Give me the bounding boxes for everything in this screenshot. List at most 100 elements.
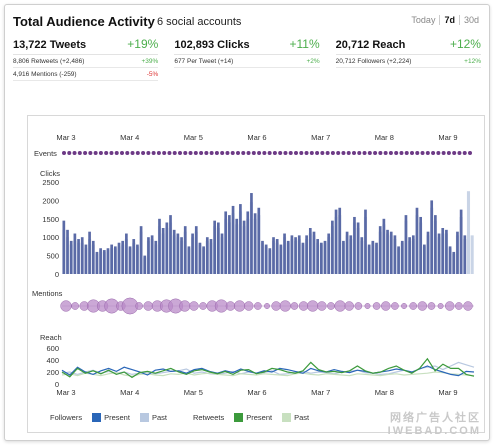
clicks-past-bar [466, 191, 471, 274]
clicks-present-bar [62, 220, 66, 274]
event-dot [225, 151, 230, 155]
clicks-present-bar [139, 226, 143, 274]
range-7d[interactable]: 7d [439, 15, 459, 25]
clicks-present-bar [305, 235, 308, 274]
clicks-present-bar [91, 240, 95, 274]
mention-bubble [417, 301, 428, 311]
clicks-present-bar [338, 207, 342, 274]
clicks-present-bar [172, 229, 176, 274]
event-dot [130, 151, 135, 155]
clicks-present-bar [165, 222, 169, 274]
time-range-selector: Today 7d 30d [407, 15, 483, 25]
clicks-present-bar [261, 240, 264, 274]
clicks-present-bar [463, 235, 467, 274]
mention-bubble [444, 301, 455, 311]
clicks-present-bar [220, 233, 224, 274]
x-tick-label-top: Mar 6 [247, 133, 266, 142]
clicks-present-bar [69, 240, 73, 274]
accounts-count: 6 social accounts [157, 16, 242, 28]
event-dot [156, 151, 161, 155]
legend-retweets-past[interactable]: Past [282, 413, 309, 422]
stat-sub-mentions: 4,916 Mentions (-259) -5% [13, 68, 159, 81]
mention-bubble [437, 303, 444, 309]
clicks-present-bar [375, 242, 378, 274]
event-dot [104, 151, 109, 155]
clicks-present-bar [224, 211, 228, 274]
stat-sub-change: -5% [146, 70, 159, 78]
clicks-present-bar [114, 246, 117, 274]
event-dot [362, 151, 367, 155]
clicks-present-bar [459, 209, 463, 274]
stat-reach-main: 20,712 Reach +12% [335, 37, 481, 55]
reach-y-tick: 0 [55, 380, 59, 389]
clicks-present-bar [158, 218, 161, 274]
stat-reach: 20,712 Reach +12% 20,712 Followers (+2,2… [328, 37, 489, 97]
mention-bubble [290, 302, 299, 310]
clicks-present-bar [367, 244, 371, 274]
clicks-present-bar [194, 226, 198, 274]
event-dot [151, 151, 156, 155]
clicks-present-bar [323, 240, 327, 274]
event-dot [146, 151, 151, 155]
event-dot [425, 151, 430, 155]
stat-sub-label: 20,712 Followers (+2,224) [335, 57, 412, 65]
clicks-present-bar [132, 239, 136, 274]
event-dot [462, 151, 467, 155]
x-tick-label-top: Mar 5 [184, 133, 203, 142]
clicks-y-tick: 500 [46, 252, 59, 261]
event-dot [341, 151, 346, 155]
watermark-line2: IWEBAD.COM [387, 425, 481, 437]
clicks-present-bar [334, 209, 338, 274]
clicks-present-bar [169, 215, 172, 274]
event-dot [251, 151, 256, 155]
clicks-present-bar [389, 231, 393, 274]
event-dot [378, 151, 383, 155]
clicks-present-bar [250, 193, 253, 274]
clicks-present-bar [286, 240, 290, 274]
legend-followers-present[interactable]: Present [92, 413, 130, 422]
clicks-present-bar [257, 207, 261, 274]
x-tick-label-top: Mar 7 [311, 133, 330, 142]
clicks-present-bar [77, 239, 80, 274]
clicks-present-bar [371, 240, 375, 274]
legend-followers-past[interactable]: Past [139, 413, 167, 422]
clicks-present-bar [349, 235, 353, 274]
clicks-present-bar [95, 251, 99, 274]
clicks-present-bar [191, 233, 194, 274]
clicks-present-bar [80, 237, 84, 274]
clicks-past-bar [470, 235, 474, 274]
event-dot [357, 151, 362, 155]
event-dot [441, 151, 446, 155]
stat-sub-followers: 20,712 Followers (+2,224) +12% [335, 55, 481, 68]
mention-bubble [427, 302, 436, 310]
mention-bubble [225, 301, 236, 311]
mention-bubble [409, 302, 418, 310]
clicks-present-bar [235, 218, 239, 274]
event-dot [388, 151, 393, 155]
mention-bubble [179, 300, 191, 312]
event-dot [204, 151, 209, 155]
events-label: Events [34, 149, 57, 158]
range-today[interactable]: Today [411, 15, 436, 25]
clicks-present-bar [239, 204, 242, 274]
mention-bubble [334, 300, 346, 312]
clicks-present-bar [150, 235, 154, 274]
legend-retweets-label: Retweets [192, 413, 225, 422]
chart-legend: Followers Present Past Retweets Present … [50, 413, 319, 422]
event-dot [457, 151, 462, 155]
clicks-present-bar [312, 231, 316, 274]
clicks-present-bar [198, 242, 202, 274]
event-dot [93, 151, 98, 155]
legend-retweets-present[interactable]: Present [234, 413, 272, 422]
event-dot [188, 151, 193, 155]
event-dot [162, 151, 167, 155]
range-30d[interactable]: 30d [458, 15, 483, 25]
legend-label: Past [294, 413, 310, 422]
mention-bubble [271, 301, 281, 311]
event-dot [167, 151, 172, 155]
reach-label: Reach [40, 333, 62, 342]
clicks-present-bar [415, 207, 419, 274]
event-dot [72, 151, 77, 155]
clicks-present-bar [253, 213, 257, 274]
event-dot [178, 151, 182, 155]
